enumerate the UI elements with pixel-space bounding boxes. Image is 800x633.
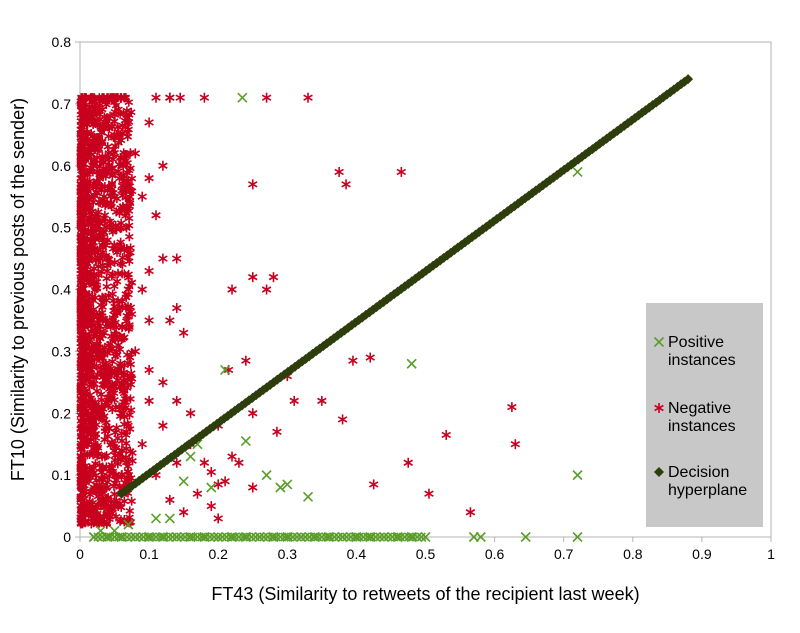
y-axis-title: FT10 (Similarity to previous posts of th… — [8, 98, 28, 481]
negative-cluster-point — [96, 155, 106, 165]
negative-cluster-point — [103, 340, 113, 350]
data-marks — [76, 74, 694, 543]
negative-cluster-point — [97, 127, 106, 137]
negative-cluster-point — [94, 270, 104, 280]
y-tick-label: 0.4 — [52, 282, 72, 298]
negative-cluster-point — [102, 282, 112, 292]
y-tick-label: 0.7 — [52, 96, 72, 112]
x-tick-label: 0.9 — [692, 546, 712, 562]
x-tick-label: 0.1 — [139, 546, 159, 562]
x-tick-label: 0.6 — [485, 546, 505, 562]
x-tick-label: 0.8 — [623, 546, 643, 562]
negative-cluster-point — [111, 207, 121, 217]
x-tick-label: 0.7 — [554, 546, 574, 562]
negative-cluster — [76, 93, 137, 529]
x-axis-ticks: 0 0.1 0.2 0.3 0.4 0.5 0.6 0.7 0.8 0.9 1 — [76, 537, 775, 562]
negative-cluster-point — [103, 113, 113, 123]
negative-cluster-point — [124, 232, 134, 242]
negative-cluster-point — [102, 315, 112, 325]
x-axis-title: FT43 (Similarity to retweets of the reci… — [211, 584, 639, 604]
x-tick-label: 0.4 — [347, 546, 367, 562]
y-tick-label: 0.3 — [52, 343, 72, 359]
y-tick-label: 0.1 — [52, 467, 72, 483]
x-tick-label: 0.3 — [278, 546, 298, 562]
negative-cluster-point — [126, 405, 136, 415]
negative-cluster-point — [105, 169, 115, 179]
negative-cluster-point — [92, 386, 102, 396]
negative-cluster-point — [116, 153, 126, 163]
negative-cluster-point — [116, 203, 125, 213]
y-tick-label: 0.2 — [52, 405, 72, 421]
y-tick-label: 0.6 — [52, 158, 72, 174]
y-tick-label: 0 — [63, 529, 71, 545]
x-tick-label: 0.5 — [416, 546, 436, 562]
legend-label: Negative instances — [668, 400, 736, 435]
negative-cluster-point — [125, 256, 134, 266]
y-axis-ticks: 0 0.1 0.2 0.3 0.4 0.5 0.6 0.7 0.8 — [52, 34, 80, 545]
y-tick-label: 0.5 — [52, 220, 72, 236]
x-tick-label: 0 — [76, 546, 84, 562]
negative-cluster-point — [113, 365, 123, 375]
x-tick-label: 1 — [767, 546, 775, 562]
negative-cluster-point — [102, 418, 111, 428]
y-tick-label: 0.8 — [52, 34, 72, 50]
negative-cluster-point — [111, 318, 120, 328]
negative-cluster-point — [110, 427, 120, 437]
x-tick-label: 0.2 — [208, 546, 228, 562]
negative-cluster-point — [110, 489, 119, 499]
